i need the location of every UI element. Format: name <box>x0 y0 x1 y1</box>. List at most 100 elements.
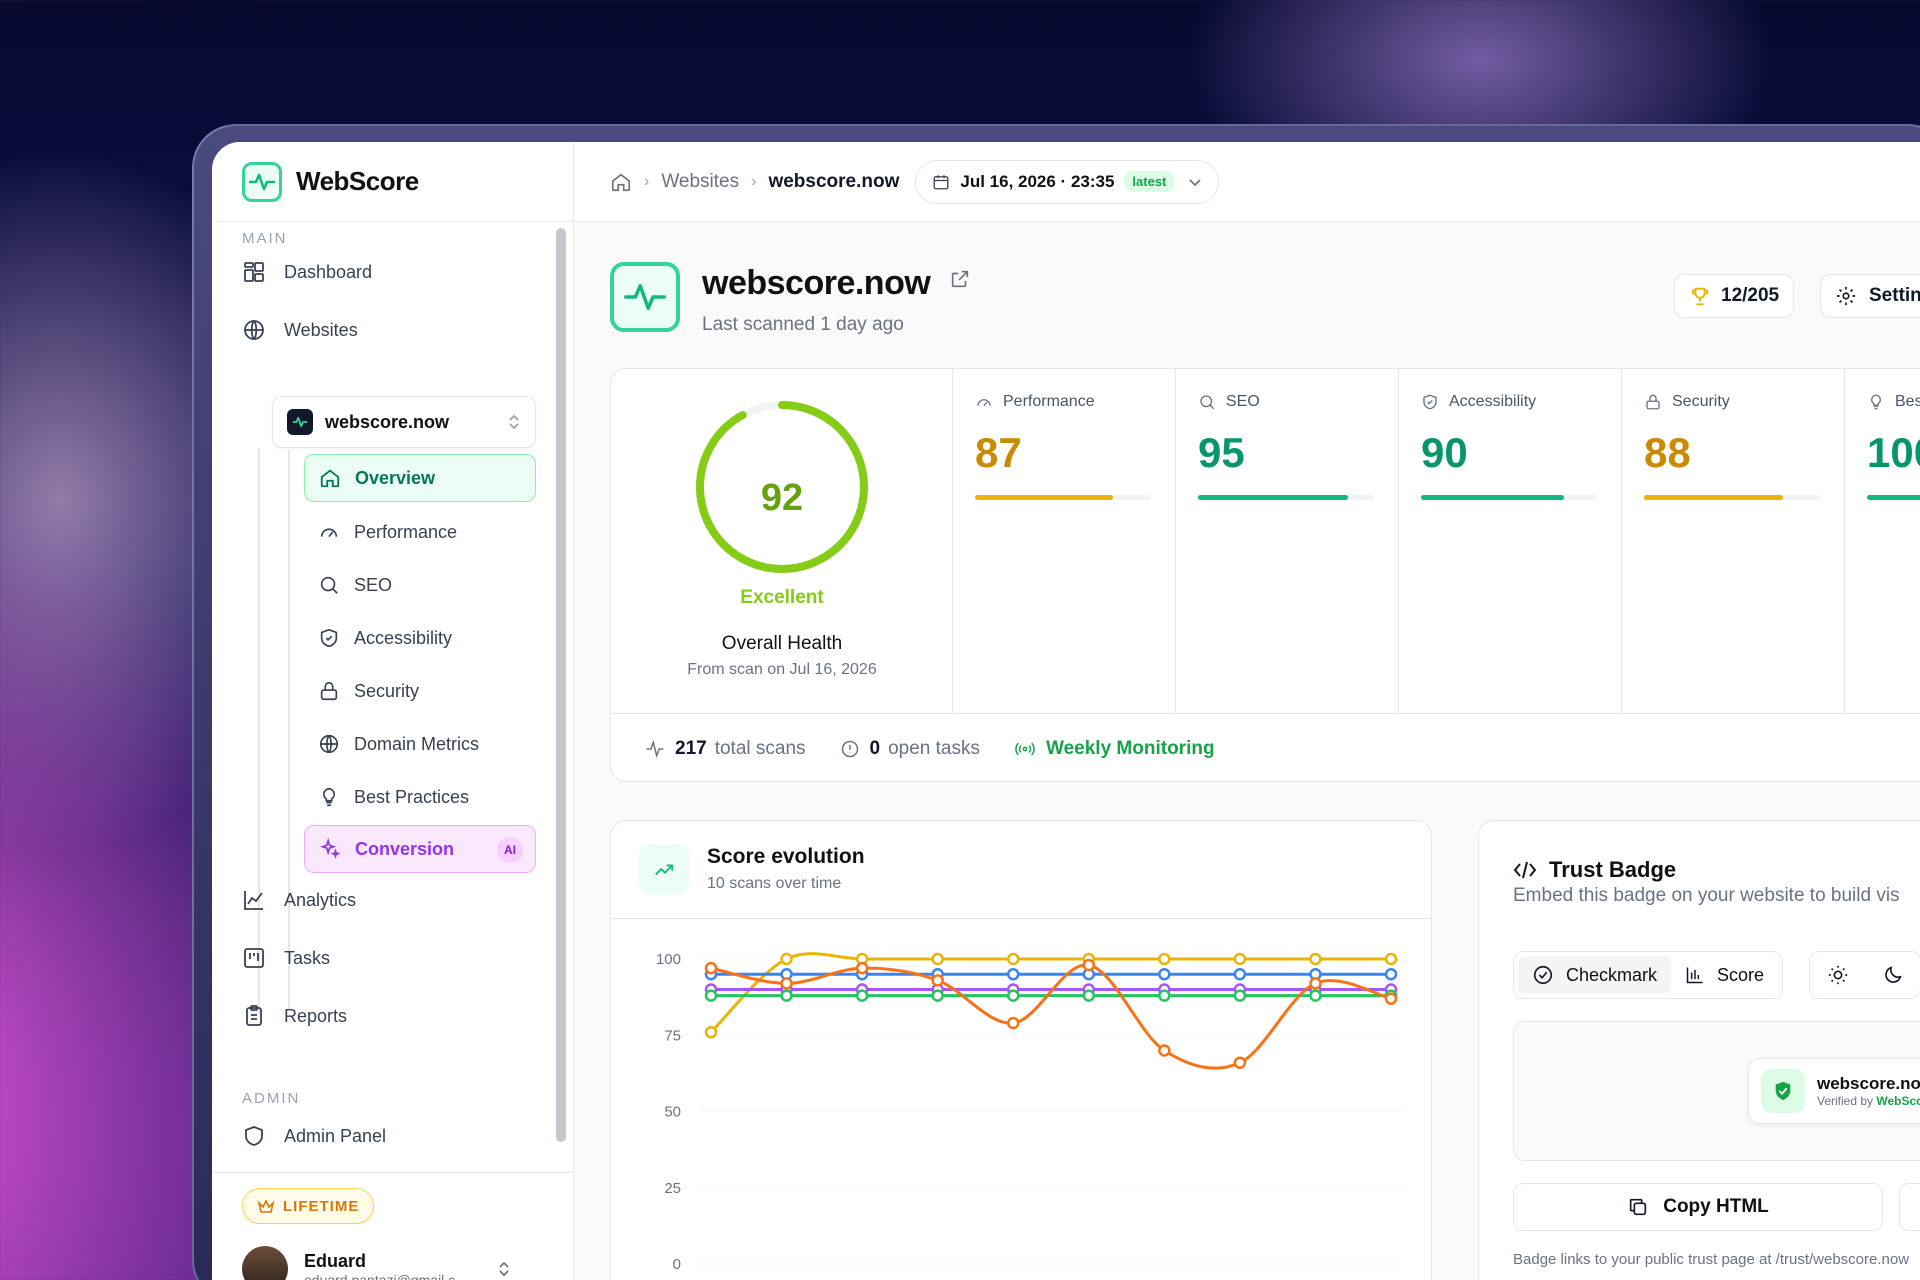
site-logo <box>610 262 680 332</box>
subnav-label: Security <box>354 680 420 701</box>
subnav-security[interactable]: Security <box>304 667 536 715</box>
nav-reports[interactable]: Reports <box>242 1004 347 1028</box>
data-point[interactable] <box>1006 968 1020 981</box>
data-point[interactable] <box>1158 1044 1171 1057</box>
metric-security[interactable]: Security 88 <box>1622 369 1845 713</box>
app-window: WebScore MAIN Dashboard Websites webscor… <box>212 142 1920 1280</box>
pulse-icon <box>624 284 666 310</box>
scan-date-selector[interactable]: Jul 16, 2026 · 23:35 latest <box>915 159 1220 204</box>
data-point[interactable] <box>1309 977 1322 990</box>
chevron-right-icon: › <box>644 172 650 190</box>
lock-icon <box>320 681 338 701</box>
settings-button[interactable]: Settings <box>1820 274 1920 318</box>
data-point[interactable] <box>704 989 718 1002</box>
data-point[interactable] <box>1384 968 1398 981</box>
subnav-seo[interactable]: SEO <box>304 561 536 609</box>
badge-preview-widget[interactable]: webscore.now Verified by WebScore <box>1748 1058 1920 1124</box>
open-tasks[interactable]: 0 open tasks <box>840 738 980 760</box>
total-scans: 217 total scans <box>645 738 806 760</box>
section-label-main: MAIN <box>242 230 288 247</box>
data-point[interactable] <box>1233 989 1247 1002</box>
main-content: webscore.now Last scanned 1 day ago 12/2… <box>574 222 1920 1280</box>
subnav-domain-metrics[interactable]: Domain Metrics <box>304 720 536 768</box>
subnav-accessibility[interactable]: Accessibility <box>304 614 536 662</box>
style-checkmark-button[interactable]: Checkmark <box>1518 956 1672 994</box>
metric-seo[interactable]: SEO 95 <box>1176 369 1399 713</box>
data-point[interactable] <box>931 952 944 966</box>
home-icon[interactable] <box>610 171 632 193</box>
theme-toggle <box>1809 951 1920 999</box>
style-score-button[interactable]: Score <box>1671 956 1778 994</box>
metric-bar <box>975 495 1151 500</box>
metric-accessibility[interactable]: Accessibility 90 <box>1399 369 1622 713</box>
nav-analytics[interactable]: Analytics <box>242 888 356 912</box>
data-point[interactable] <box>1082 989 1096 1002</box>
data-point[interactable] <box>1233 952 1247 966</box>
subnav-best-practices[interactable]: Best Practices <box>304 773 536 821</box>
data-point[interactable] <box>780 977 793 990</box>
sidebar-scrollbar[interactable] <box>556 228 566 1142</box>
metric-bar-fill <box>1421 495 1564 500</box>
data-point[interactable] <box>1384 952 1398 966</box>
data-point[interactable] <box>780 989 793 1002</box>
y-tick-label: 50 <box>664 1104 681 1121</box>
copy-html-button[interactable]: Copy HTML <box>1513 1183 1883 1231</box>
y-tick-label: 25 <box>664 1180 681 1197</box>
data-point[interactable] <box>704 961 718 975</box>
external-link-icon[interactable] <box>949 268 971 290</box>
series-line-0 <box>709 952 1391 1034</box>
data-point[interactable] <box>855 989 869 1002</box>
data-point[interactable] <box>1158 952 1171 966</box>
monitoring-status[interactable]: Weekly Monitoring <box>1014 738 1215 760</box>
subnav-overview[interactable]: Overview <box>304 454 536 502</box>
sun-icon[interactable] <box>1827 964 1849 986</box>
data-point[interactable] <box>704 1025 718 1039</box>
data-point[interactable] <box>1158 989 1171 1002</box>
data-point[interactable] <box>931 989 944 1002</box>
data-point[interactable] <box>1006 1016 1020 1030</box>
copy-icon <box>1630 1198 1647 1216</box>
subnav-label: Best Practices <box>354 786 470 807</box>
nav-admin-panel[interactable]: Admin Panel <box>242 1124 386 1148</box>
nav-dashboard[interactable]: Dashboard <box>242 260 372 284</box>
data-point[interactable] <box>1233 1056 1247 1069</box>
nav-label: Admin Panel <box>284 1125 387 1146</box>
tree-line <box>258 448 260 1013</box>
nav-tasks[interactable]: Tasks <box>242 946 330 970</box>
metric-best-practices[interactable]: Best Practices 100 <box>1845 369 1920 713</box>
moon-icon[interactable] <box>1882 964 1904 986</box>
metric-label: Accessibility <box>1449 393 1537 410</box>
metric-performance[interactable]: Performance 87 <box>953 369 1176 713</box>
subnav-conversion[interactable]: Conversion AI <box>304 825 536 873</box>
data-point[interactable] <box>1006 952 1020 966</box>
data-point[interactable] <box>1158 968 1171 981</box>
site-selector[interactable]: webscore.now <box>272 396 536 448</box>
data-point[interactable] <box>1082 958 1096 972</box>
data-point[interactable] <box>931 974 944 987</box>
data-point[interactable] <box>855 961 869 975</box>
nav-websites[interactable]: Websites <box>242 318 358 342</box>
page-title: webscore.now <box>702 264 971 303</box>
metric-value: 87 <box>975 429 1022 476</box>
user-menu[interactable]: Eduard eduard.pantazi@gmail.c... <box>242 1246 511 1280</box>
health-score: 92 <box>760 477 804 519</box>
data-point[interactable] <box>1309 952 1322 966</box>
subnav-label: Domain Metrics <box>354 733 480 754</box>
score-evolution-chart[interactable]: 100 75 50 25 0 <box>611 919 1432 1280</box>
data-point[interactable] <box>1309 989 1322 1002</box>
y-tick-label: 0 <box>673 1256 681 1273</box>
secondary-action-button[interactable] <box>1899 1183 1920 1231</box>
nav-label: Websites <box>284 319 358 340</box>
subnav-label: SEO <box>354 574 393 595</box>
logo[interactable]: WebScore <box>212 142 573 222</box>
data-point[interactable] <box>1233 968 1247 981</box>
code-icon <box>1513 861 1537 879</box>
data-point[interactable] <box>1384 992 1398 1005</box>
data-point[interactable] <box>1006 989 1020 1002</box>
rank-button[interactable]: 12/205 <box>1674 274 1795 318</box>
data-point[interactable] <box>780 952 793 966</box>
plan-badge-label: LIFETIME <box>283 1197 360 1215</box>
breadcrumb-websites[interactable]: Websites <box>661 170 740 192</box>
chevron-right-icon: › <box>751 172 757 190</box>
subnav-performance[interactable]: Performance <box>304 508 536 556</box>
